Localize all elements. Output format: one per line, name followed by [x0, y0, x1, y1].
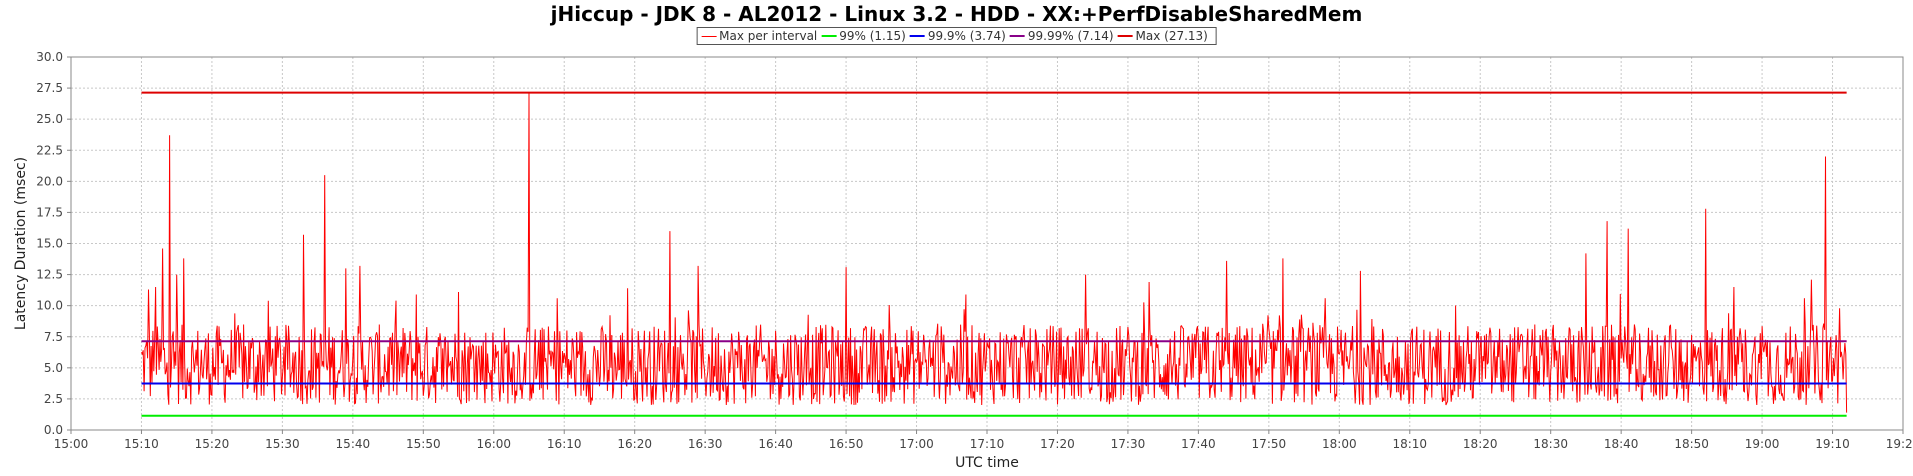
x-tick-label: 17:40	[1181, 437, 1216, 451]
y-axis-label: Latency Duration (msec)	[13, 157, 29, 330]
x-tick-label: 17:00	[899, 437, 934, 451]
x-tick-label: 18:10	[1392, 437, 1427, 451]
y-tick-label: 12.5	[36, 268, 63, 282]
chart-title: jHiccup - JDK 8 - AL2012 - Linux 3.2 - H…	[550, 2, 1363, 26]
legend-item-max: Max (27.13)	[1117, 29, 1208, 43]
legend-label: 99.99% (7.14)	[1027, 29, 1114, 43]
y-tick-label: 5.0	[44, 361, 63, 375]
x-axis-label: UTC time	[955, 455, 1019, 471]
legend-label: Max (27.13)	[1135, 29, 1208, 43]
x-tick-label: 15:00	[54, 437, 89, 451]
x-tick-label: 18:30	[1533, 437, 1568, 451]
y-tick-label: 30.0	[36, 50, 63, 64]
legend-swatch	[701, 35, 717, 37]
x-tick-label: 19:10	[1815, 437, 1850, 451]
x-tick-label: 15:20	[195, 437, 230, 451]
plot-border	[70, 56, 1904, 431]
legend-label: 99% (1.15)	[839, 29, 906, 43]
x-tick-label: 19:00	[1745, 437, 1780, 451]
series-max-per-interval-line	[141, 93, 1848, 413]
legend-swatch	[821, 35, 837, 37]
x-tick-label: 15:30	[265, 437, 300, 451]
chart-legend: Max per interval 99% (1.15) 99.9% (3.74)…	[696, 27, 1217, 45]
x-tick-label: 17:30	[1111, 437, 1146, 451]
x-tick-label: 15:50	[406, 437, 441, 451]
legend-item-p9999: 99.99% (7.14)	[1009, 29, 1114, 43]
x-tick-label: 18:20	[1463, 437, 1498, 451]
x-tick-label: 16:30	[688, 437, 723, 451]
y-tick-label: 27.5	[36, 81, 63, 95]
x-tick-label: 18:00	[1322, 437, 1357, 451]
y-tick-label: 25.0	[36, 112, 63, 126]
y-tick-label: 7.5	[44, 330, 63, 344]
legend-swatch	[909, 35, 925, 37]
x-tick-label: 17:10	[970, 437, 1005, 451]
x-tick-label: 19:20	[1886, 437, 1913, 451]
x-tick-label: 16:40	[758, 437, 793, 451]
legend-item-p99: 99% (1.15)	[821, 29, 906, 43]
x-tick-label: 15:40	[336, 437, 371, 451]
y-tick-label: 17.5	[36, 205, 63, 219]
x-tick-label: 16:50	[829, 437, 864, 451]
legend-label: 99.9% (3.74)	[927, 29, 1006, 43]
x-tick-label: 18:50	[1674, 437, 1709, 451]
y-tick-label: 10.0	[36, 299, 63, 313]
x-tick-label: 15:10	[124, 437, 159, 451]
legend-item-max-per-interval: Max per interval	[701, 29, 817, 43]
legend-swatch	[1117, 35, 1133, 37]
x-tick-label: 18:40	[1604, 437, 1639, 451]
legend-swatch	[1009, 35, 1025, 37]
y-tick-label: 20.0	[36, 174, 63, 188]
y-tick-label: 22.5	[36, 143, 63, 157]
x-tick-label: 16:20	[617, 437, 652, 451]
x-tick-label: 17:50	[1252, 437, 1287, 451]
x-tick-label: 17:20	[1040, 437, 1075, 451]
x-tick-label: 16:10	[547, 437, 582, 451]
y-tick-label: 2.5	[44, 392, 63, 406]
legend-label: Max per interval	[719, 29, 818, 43]
x-tick-label: 16:00	[476, 437, 511, 451]
legend-item-p999: 99.9% (3.74)	[909, 29, 1006, 43]
grid-lines: 0.0 2.5 5.0 7.5 10.0 12.5 15.0 17.5 20.0 22.5 25.0…	[36, 50, 1913, 451]
y-tick-label: 15.0	[36, 237, 63, 251]
y-tick-label: 0.0	[44, 423, 63, 437]
